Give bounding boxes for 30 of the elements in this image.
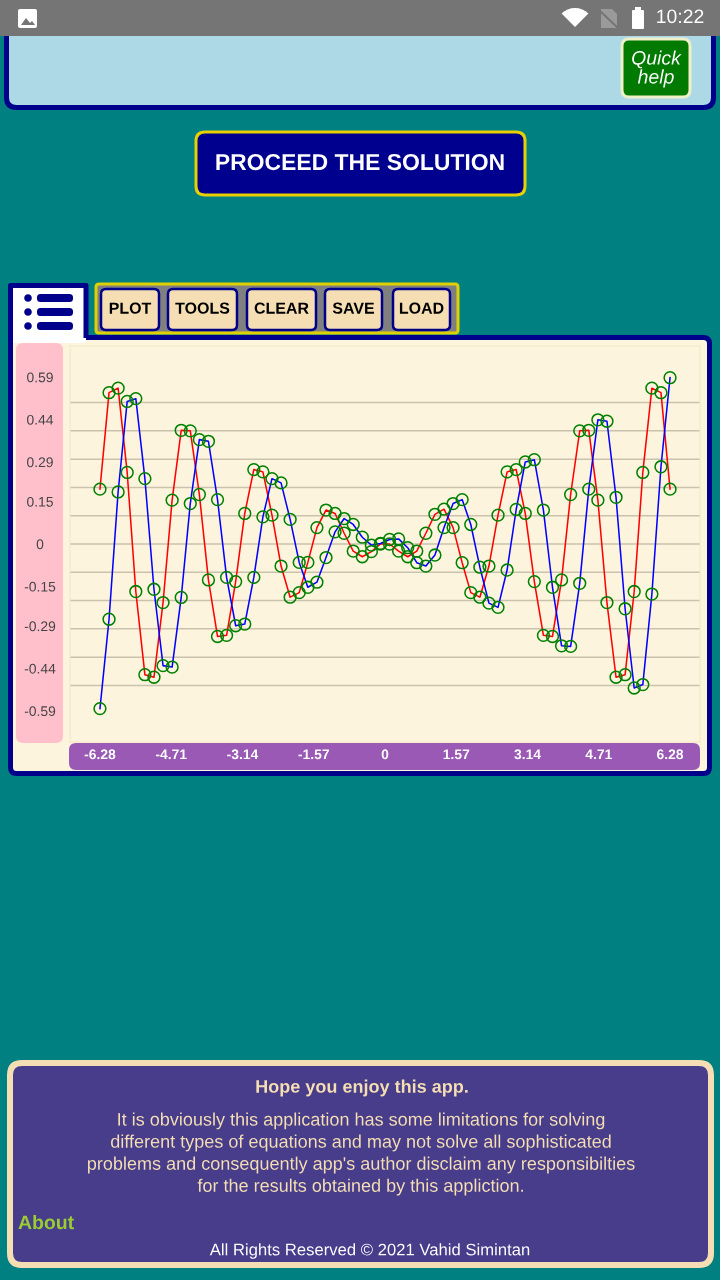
x-tick-label: -1.57 [298, 749, 329, 760]
y-tick-label: 0.15 [27, 496, 53, 507]
text: CLEAR [254, 302, 309, 314]
y-tick-label: 0.44 [27, 414, 54, 425]
x-tick-label: -3.14 [227, 749, 259, 760]
x-tick-label: -6.28 [84, 749, 116, 760]
text: SAVE [332, 302, 375, 314]
text: It is obviously this application has some limitations for solving different types of equations and may not solve all sophisticated problems and consequently app's author disclaim any responsibilties for the results obtained by this appliction. [87, 1112, 635, 1196]
text: PROCEED THE SOLUTION [216, 153, 504, 171]
text: Quick help [632, 50, 682, 88]
x-tick-label: 1.57 [443, 749, 470, 760]
y-tick-label: -0.59 [24, 706, 56, 717]
y-tick-label: 0.29 [27, 457, 53, 468]
text: TOOLS [175, 302, 230, 314]
x-tick-label: -4.71 [155, 749, 187, 760]
text: About [18, 1214, 74, 1230]
text: 10:22 [657, 9, 704, 24]
text: LOAD [399, 302, 444, 314]
x-tick-label: 4.71 [585, 749, 612, 760]
text: Hope you enjoy this app. [256, 1079, 468, 1097]
y-tick-label: -0.44 [24, 663, 56, 674]
text: All Rights Reserved © 2021 Vahid Simintan [209, 1243, 530, 1259]
y-tick-label: 0.59 [27, 372, 53, 383]
y-tick-label: 0 [36, 539, 44, 550]
x-tick-label: 6.28 [657, 749, 684, 760]
y-tick-label: -0.15 [24, 581, 56, 592]
y-tick-label: -0.29 [24, 621, 56, 632]
text: PLOT [109, 302, 152, 314]
x-tick-label: 3.14 [514, 749, 541, 760]
x-tick-label: 0 [381, 749, 389, 760]
